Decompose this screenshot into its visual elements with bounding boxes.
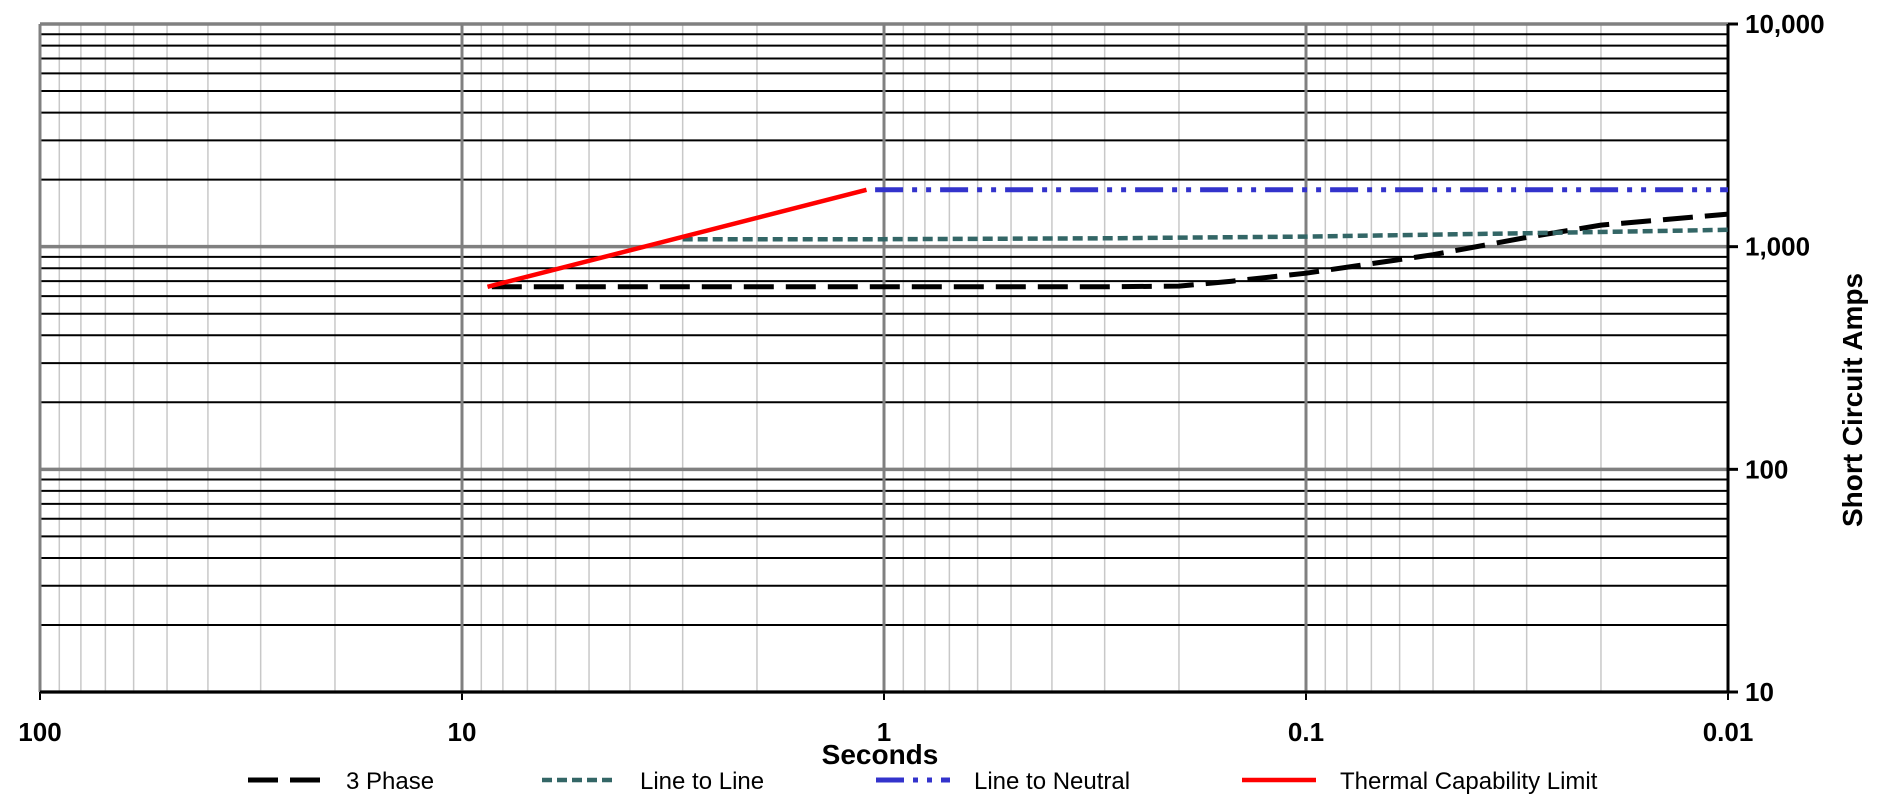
x-tick-label: 100 bbox=[18, 717, 61, 747]
series-line-thermal-capability-limit bbox=[486, 187, 868, 289]
x-tick-label: 0.1 bbox=[1288, 717, 1324, 747]
y-tick-label: 10,000 bbox=[1745, 9, 1825, 39]
x-tick-label: 1 bbox=[877, 717, 891, 747]
series-line-line-to-line bbox=[682, 227, 1729, 242]
x-axis-title: Seconds bbox=[822, 739, 939, 770]
legend-label: Thermal Capability Limit bbox=[1340, 768, 1598, 795]
legend-label: 3 Phase bbox=[346, 768, 434, 795]
y-axis-title: Short Circuit Amps bbox=[1837, 273, 1868, 527]
y-tick-labels: 10 100 1,000 10,000 bbox=[1745, 9, 1825, 707]
y-tick-label: 1,000 bbox=[1745, 232, 1810, 262]
series-layer bbox=[486, 187, 1729, 290]
y-tick-label: 10 bbox=[1745, 677, 1774, 707]
legend-label: Line to Line bbox=[640, 768, 764, 795]
x-tick-labels: 100 10 1 0.1 0.01 bbox=[18, 717, 1753, 747]
x-tick-label: 10 bbox=[448, 717, 477, 747]
legend-label: Line to Neutral bbox=[974, 768, 1130, 795]
y-tick-label: 100 bbox=[1745, 454, 1788, 484]
x-tick-label: 0.01 bbox=[1703, 717, 1754, 747]
legend: 3 Phase Line to Line Line to Neutral Therma… bbox=[248, 768, 1598, 795]
plot-frame bbox=[38, 24, 1730, 694]
series-line-3-phase bbox=[491, 211, 1729, 290]
major-gridlines bbox=[38, 22, 1738, 700]
